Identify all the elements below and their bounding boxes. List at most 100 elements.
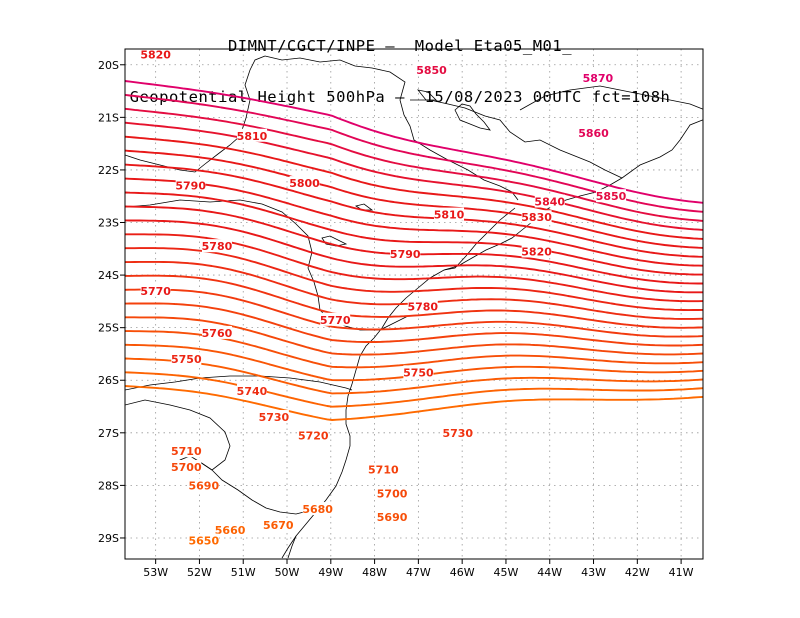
contour-label-bg <box>236 128 267 142</box>
contour-label-bg <box>521 244 552 258</box>
contour-label-bg <box>521 210 552 224</box>
contour-5870 <box>125 80 703 204</box>
contour-label-bg <box>201 325 232 339</box>
contour-label-bg <box>188 478 219 492</box>
title-line-1: DIMNT/CGCT/INPE – Model Eta05_M01_ <box>227 37 573 55</box>
plot-frame <box>124 48 704 560</box>
contour-label-bg <box>236 383 267 397</box>
contour-label: 5780 <box>407 301 438 314</box>
contour-5790 <box>125 191 703 276</box>
contour-label-bg <box>201 239 232 253</box>
lon-tick-label: 53W <box>143 566 168 579</box>
contour-label-bg <box>434 207 465 221</box>
contour-label: 5730 <box>259 411 290 424</box>
contour-label-bg <box>320 312 351 326</box>
contour-label: 5730 <box>442 427 473 440</box>
contour-label: 5650 <box>189 535 220 548</box>
contour-label-bg <box>407 299 438 313</box>
lat-tick-label: 23S <box>98 217 119 230</box>
contour-label-bg <box>403 365 434 379</box>
contour-label-bg <box>377 509 408 523</box>
contour-label: 5840 <box>534 195 565 208</box>
lat-tick-label: 29S <box>98 532 119 545</box>
map-title: DIMNT/CGCT/INPE – Model Eta05_M01_ Geopo… <box>0 4 800 123</box>
lon-tick-label: 49W <box>318 566 343 579</box>
contour-labels: 5870 5860 5850 5850 5840 5830 5820 5820 5810 5810… <box>140 48 627 548</box>
state-border <box>410 99 623 179</box>
contour-label-bg <box>534 194 565 208</box>
contour-label-bg <box>171 352 202 366</box>
contour-label-bg <box>416 63 447 77</box>
contour-5650 <box>125 385 703 421</box>
contour-label: 5680 <box>302 503 333 516</box>
contour-label-bg <box>215 523 246 537</box>
contour-5720 <box>125 288 703 338</box>
state-border <box>125 375 353 391</box>
contour-label-bg <box>377 486 408 500</box>
contour-label: 5870 <box>583 72 614 85</box>
contour-label-bg <box>298 428 329 442</box>
contour-5730 <box>125 274 703 329</box>
contour-5680 <box>125 343 703 382</box>
contour-label: 5700 <box>377 487 408 500</box>
lat-tick-label: 25S <box>98 322 119 335</box>
contour-label-bg <box>175 178 206 192</box>
contour-label-bg <box>188 533 219 547</box>
contour-label-bg <box>171 444 202 458</box>
lat-tick-label: 27S <box>98 427 119 440</box>
contour-label-bg <box>578 126 609 140</box>
contour-label: 5750 <box>403 366 434 379</box>
contour-label-bg <box>442 425 473 439</box>
lon-tick-label: 44W <box>537 566 562 579</box>
lon-tick-label: 45W <box>494 566 519 579</box>
state-border <box>443 207 516 271</box>
contour-5780 <box>125 205 703 285</box>
contour-label: 5830 <box>521 211 552 224</box>
contour-label-bg <box>302 502 333 516</box>
contour-label: 5810 <box>434 209 465 222</box>
contour-label: 5790 <box>390 248 421 261</box>
contour-label-bg <box>596 189 627 203</box>
lon-tick-label: 46W <box>450 566 475 579</box>
contour-label: 5800 <box>289 177 320 190</box>
contour-label: 5780 <box>202 240 233 253</box>
contour-label: 5850 <box>596 190 627 203</box>
contour-label-bg <box>289 176 320 190</box>
coastline <box>281 119 703 559</box>
contour-label: 5670 <box>263 519 294 532</box>
contour-5750 <box>125 247 703 312</box>
contour-label: 5720 <box>298 429 329 442</box>
state-border <box>287 535 297 559</box>
lat-tick-label: 28S <box>98 479 119 492</box>
lat-tick-label: 24S <box>98 269 119 282</box>
contour-5740 <box>125 260 703 320</box>
contour-label-bg <box>368 462 399 476</box>
contour-label: 5790 <box>175 180 206 193</box>
lake-outline <box>454 103 491 131</box>
lat-tick-label: 20S <box>98 59 119 72</box>
lat-tick-label: 21S <box>98 111 119 124</box>
contour-label: 5770 <box>140 285 171 298</box>
contour-5850 <box>125 107 703 222</box>
lon-tick-label: 52W <box>187 566 212 579</box>
contour-5710 <box>125 302 703 347</box>
lon-tick-label: 42W <box>625 566 650 579</box>
state-border <box>264 55 519 201</box>
lake-outline <box>417 89 437 101</box>
axis-ticks: 53W 52W 51W 50W 49W 48W 47W 46W 45W 44W 43W 42W 41W 2… <box>98 59 694 579</box>
contour-label: 5750 <box>171 353 202 366</box>
contour-5700 <box>125 316 703 356</box>
lon-tick-label: 41W <box>669 566 694 579</box>
contour-label: 5820 <box>521 245 552 258</box>
contour-label: 5660 <box>215 524 246 537</box>
contour-5830 <box>125 135 703 240</box>
contour-label: 5740 <box>237 385 268 398</box>
contour-label: 5710 <box>368 464 399 477</box>
contour-5760 <box>125 233 703 303</box>
contour-label-bg <box>582 70 613 84</box>
contour-5690 <box>125 330 703 369</box>
contour-label: 5690 <box>377 511 408 524</box>
contour-label: 5820 <box>140 48 171 61</box>
contour-label: 5760 <box>202 327 233 340</box>
